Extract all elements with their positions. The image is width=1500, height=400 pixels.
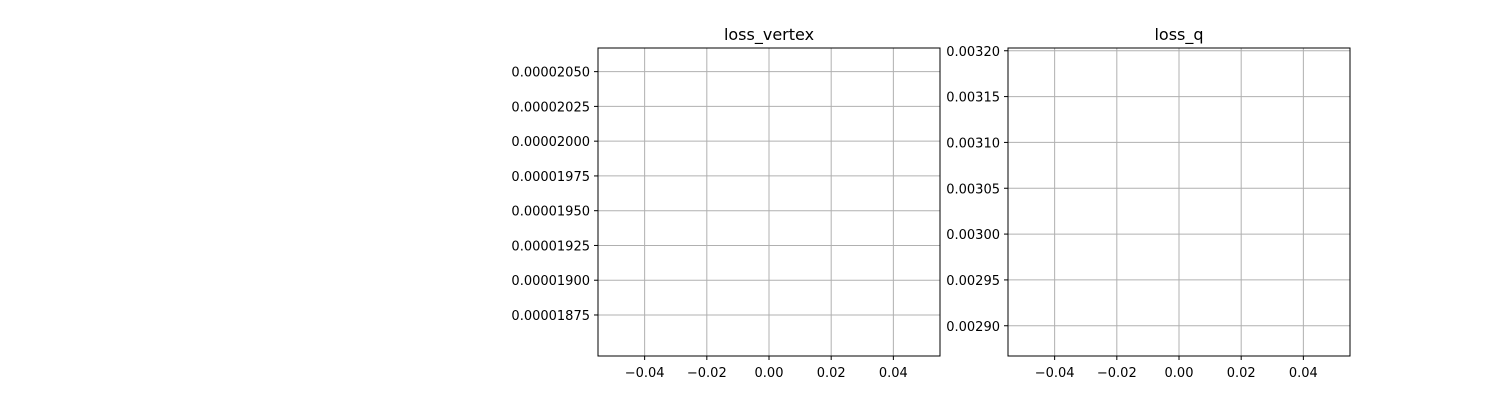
x-tick-label: 0.04 xyxy=(1289,366,1318,381)
x-tick-label: 0.04 xyxy=(879,366,908,381)
y-tick-label: 0.00315 xyxy=(946,91,1000,106)
y-tick-label: 0.00001925 xyxy=(511,239,590,254)
x-tick-label: 0.02 xyxy=(1227,366,1256,381)
x-tick-label: 0.00 xyxy=(1165,366,1194,381)
x-tick-label: −0.04 xyxy=(1035,366,1075,381)
x-tick-label: −0.04 xyxy=(625,366,665,381)
chart-loss-vertex: −0.04 −0.02 0.00 0.02 0.04 0.00001875 0.000019… xyxy=(511,25,941,381)
y-tick-label: 0.00320 xyxy=(946,45,1000,60)
x-tick-label: 0.00 xyxy=(755,366,784,381)
chart-loss-q: −0.04 −0.02 0.00 0.02 0.04 0.00290 0.00295 0.00… xyxy=(946,25,1351,381)
y-tick-label: 0.00001975 xyxy=(511,170,590,185)
grid xyxy=(1008,48,1350,356)
y-tick-label: 0.00001900 xyxy=(511,274,590,289)
y-tick-label: 0.00310 xyxy=(946,136,1000,151)
ticks: −0.04 −0.02 0.00 0.02 0.04 0.00001875 0.000019… xyxy=(511,66,907,381)
ticks: −0.04 −0.02 0.00 0.02 0.04 0.00290 0.00295 0.00… xyxy=(946,45,1318,381)
y-tick-label: 0.00001950 xyxy=(511,205,590,220)
x-tick-label: −0.02 xyxy=(687,366,727,381)
x-tick-label: 0.02 xyxy=(817,366,846,381)
y-tick-label: 0.00295 xyxy=(946,274,1000,289)
y-tick-label: 0.00300 xyxy=(946,228,1000,243)
y-tick-label: 0.00002000 xyxy=(511,135,590,150)
y-tick-label: 0.00305 xyxy=(946,182,1000,197)
y-tick-label: 0.00001875 xyxy=(511,309,590,324)
chart-title: loss_vertex xyxy=(724,25,814,45)
y-tick-label: 0.00002050 xyxy=(511,66,590,81)
y-tick-label: 0.00002025 xyxy=(511,100,590,115)
chart-title: loss_q xyxy=(1154,25,1203,45)
x-tick-label: −0.02 xyxy=(1097,366,1137,381)
grid xyxy=(598,48,940,356)
y-tick-label: 0.00290 xyxy=(946,320,1000,335)
